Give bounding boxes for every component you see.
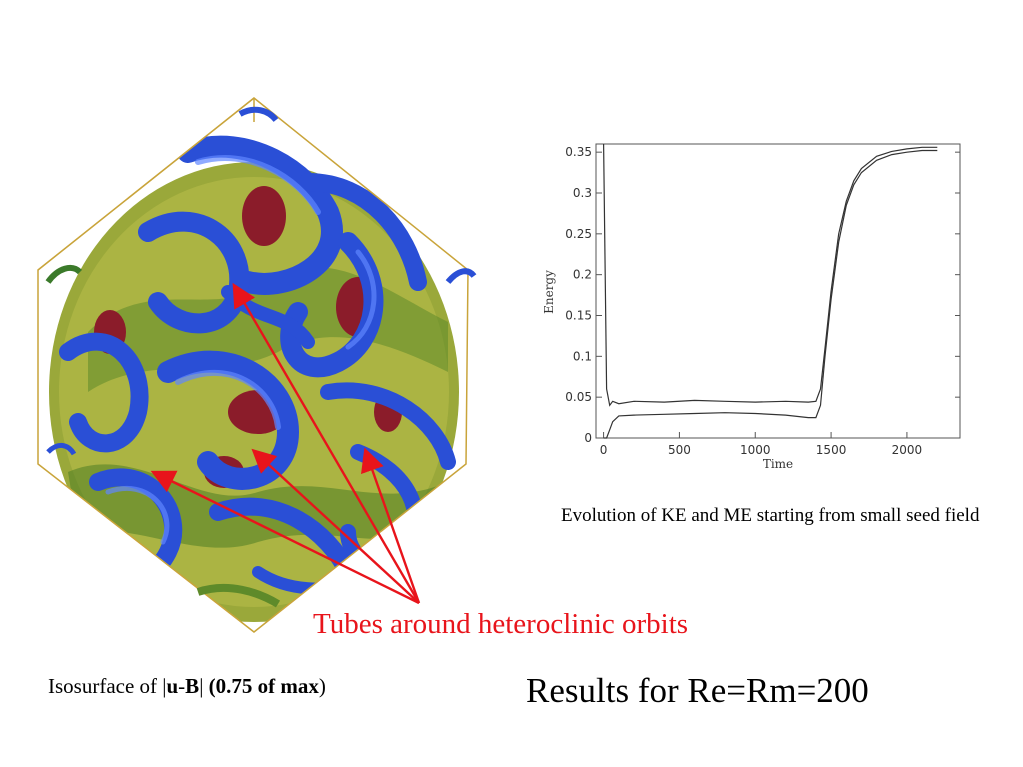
x-tick-label: 2000 — [892, 443, 923, 457]
plot-frame — [595, 143, 961, 439]
energy-series-line-2 — [603, 149, 938, 439]
iso-caption-dash: - — [178, 674, 186, 698]
iso-caption-close: ) — [318, 674, 326, 698]
y-tick-label: 0.2 — [573, 268, 592, 282]
x-tick-label: 500 — [668, 443, 691, 457]
x-tick-label: 0 — [600, 443, 608, 457]
x-tick-group: 0 500 1000 1500 2000 — [600, 432, 922, 457]
y-tick-label: 0.3 — [573, 186, 592, 200]
iso-caption-fraction: (0.75 of max — [203, 674, 319, 698]
y-tick-label: 0.05 — [565, 390, 592, 404]
iso-caption-prefix: Isosurface of | — [48, 674, 167, 698]
iso-caption-u: u — [166, 674, 179, 698]
x-tick-label: 1500 — [816, 443, 847, 457]
series-group — [603, 143, 938, 439]
x-tick-label: 1000 — [740, 443, 771, 457]
iso-caption-b: B — [185, 674, 200, 698]
results-title: Results for Re=Rm=200 — [526, 671, 869, 710]
tubes-label: Tubes around heteroclinic orbits — [313, 608, 689, 640]
iso-caption-bar: | — [199, 674, 204, 698]
chart-caption: Evolution of KE and ME starting from sma… — [561, 505, 980, 526]
isosurface-image — [37, 97, 477, 633]
energy-series-line-1 — [603, 143, 938, 407]
y-tick-label: 0 — [584, 431, 592, 445]
y-tick-label: 0.35 — [565, 145, 592, 159]
y-tick-label: 0.25 — [565, 227, 592, 241]
energy-chart: 0 0.05 0.1 0.15 0.2 0.25 0.3 0.35 0 500 1000 1500 2… — [540, 142, 963, 470]
y-axis-label: Energy — [542, 270, 556, 314]
y-tick-group: 0 0.05 0.1 0.15 0.2 0.25 0.3 0.35 — [565, 145, 960, 445]
x-axis-label: Time — [763, 457, 793, 470]
isosurface-caption: Isosurface of |u-B| (0.75 of max) — [48, 674, 326, 699]
y-tick-label: 0.15 — [565, 309, 592, 323]
y-tick-label: 0.1 — [573, 349, 592, 363]
